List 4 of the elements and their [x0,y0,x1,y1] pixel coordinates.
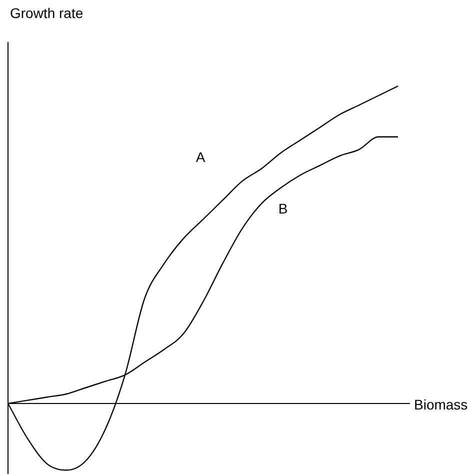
y-axis-title: Growth rate [10,4,84,21]
text: A [196,149,206,166]
x-axis-title: Biomass [414,396,468,412]
series-label: B [278,200,288,217]
